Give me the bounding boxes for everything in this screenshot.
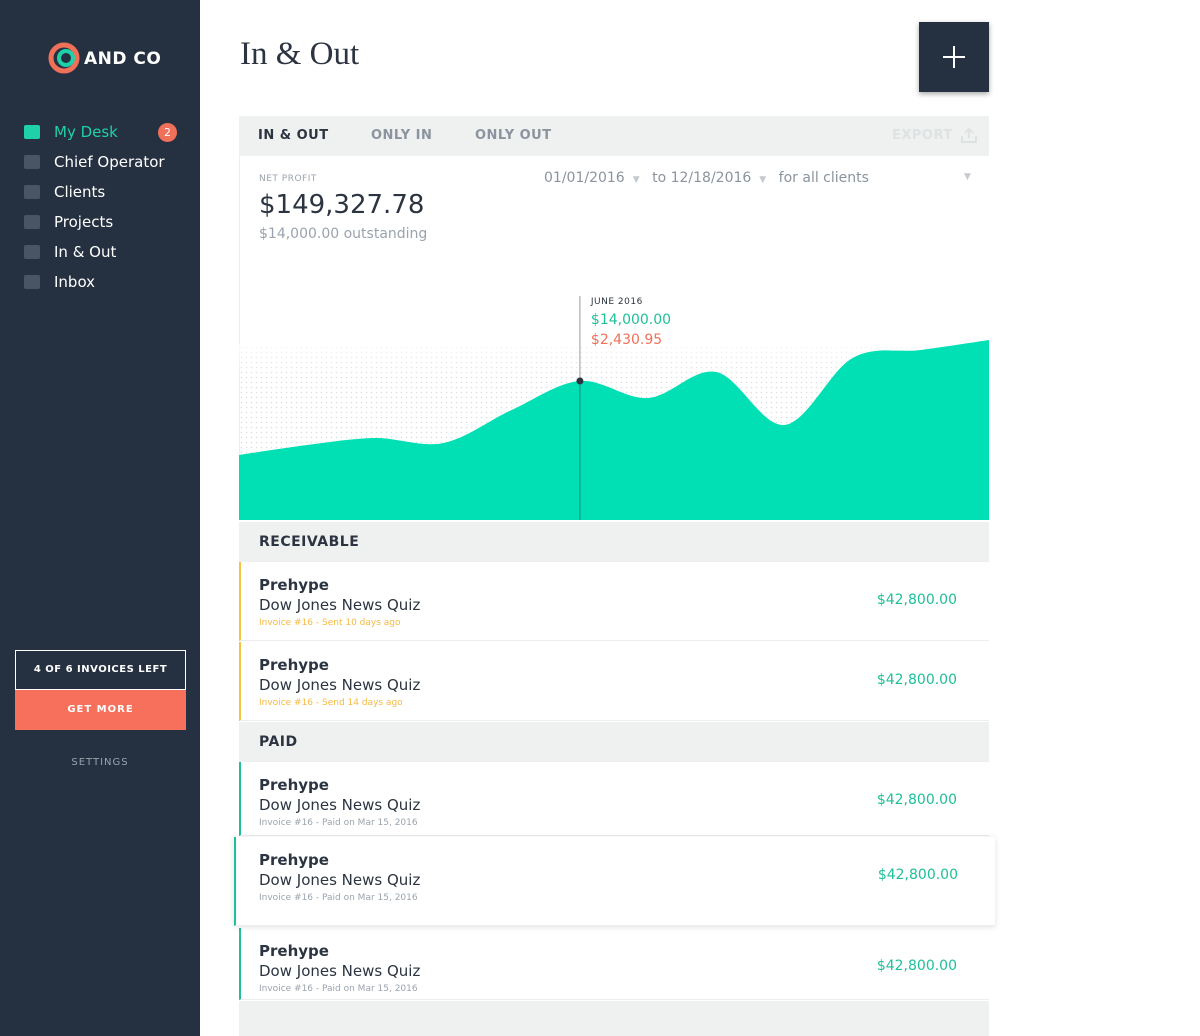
nav-item[interactable]: Chief Operator — [24, 150, 184, 174]
sidebar: AND CO My Desk 2 Chief Operator Clients Proj… — [0, 0, 200, 1036]
nav-item[interactable]: In & Out — [24, 240, 184, 264]
tab[interactable]: ONLY OUT — [475, 128, 552, 143]
export-button[interactable]: EXPORT — [892, 128, 953, 143]
invoice-meta: Invoice #16 - Paid on Mar 15, 2016 — [259, 893, 418, 903]
list-footer — [239, 1001, 989, 1036]
invoice-amount: $42,800.00 — [876, 672, 957, 688]
section-title: PAID — [259, 734, 298, 750]
client-name: Prehype — [259, 576, 329, 594]
tooltip-date: JUNE 2016 — [590, 297, 643, 307]
client-name: Prehype — [259, 942, 329, 960]
to-label: to — [652, 170, 667, 186]
invoice-amount: $42,800.00 — [876, 792, 957, 808]
invoice-row[interactable]: Prehype Dow Jones News Quiz Invoice #16 - … — [239, 562, 989, 641]
invoice-row[interactable]: Prehype Dow Jones News Quiz Invoice #16 - … — [239, 762, 989, 836]
export-icon — [961, 127, 977, 143]
nav-icon — [24, 245, 40, 259]
project-name: Dow Jones News Quiz — [259, 796, 421, 814]
tooltip-in: $14,000.00 — [591, 312, 671, 328]
client-name: Prehype — [259, 776, 329, 794]
section-header: RECEIVABLE — [239, 522, 989, 562]
summary-panel: NET PROFIT $149,327.78 $14,000.00 outsta… — [239, 156, 989, 520]
nav-item[interactable]: Clients — [24, 180, 184, 204]
nav-icon — [24, 185, 40, 199]
logo-mark — [48, 42, 80, 74]
invoice-amount: $42,800.00 — [877, 867, 958, 883]
nav-icon — [24, 125, 40, 139]
nav-icon — [24, 275, 40, 289]
nav-icon — [24, 215, 40, 229]
nav-label: My Desk — [54, 123, 118, 141]
client-name: Prehype — [259, 656, 329, 674]
invoice-meta: Invoice #16 - Sent 10 days ago — [259, 618, 401, 628]
client-dropdown[interactable]: ▼ — [964, 172, 971, 182]
section-title: RECEIVABLE — [259, 534, 360, 550]
nav-label: Inbox — [54, 273, 96, 291]
invoice-meta: Invoice #16 - Paid on Mar 15, 2016 — [259, 984, 418, 994]
for-label: for — [778, 170, 798, 186]
invoice-row[interactable]: Prehype Dow Jones News Quiz Invoice #16 - … — [239, 642, 989, 721]
area-chart: JUNE 2016 $14,000.00 $2,430.95 — [239, 296, 989, 520]
area — [239, 340, 989, 520]
nav-label: In & Out — [54, 243, 117, 261]
get-more-button[interactable]: GET MORE — [15, 690, 186, 730]
settings-link[interactable]: SETTINGS — [71, 757, 129, 768]
nav-label: Projects — [54, 213, 114, 231]
invoice-meta: Invoice #16 - Send 14 days ago — [259, 698, 403, 708]
nav-item[interactable]: Projects — [24, 210, 184, 234]
nav-label: Chief Operator — [54, 153, 165, 171]
tab[interactable]: IN & OUT — [258, 128, 329, 143]
invoice-amount: $42,800.00 — [876, 592, 957, 608]
nav-item[interactable]: My Desk 2 — [24, 120, 184, 144]
nav-label: Clients — [54, 183, 106, 201]
nav-badge: 2 — [158, 123, 177, 142]
date-filter: 01/01/2016 ▼ to 12/18/2016 ▼ for all clien… — [544, 170, 869, 186]
client-filter[interactable]: all clients — [802, 170, 869, 186]
plus-icon — [943, 46, 965, 68]
invoice-amount: $42,800.00 — [876, 958, 957, 974]
from-date[interactable]: 01/01/2016 — [544, 170, 625, 186]
project-name: Dow Jones News Quiz — [259, 596, 421, 614]
tab[interactable]: ONLY IN — [371, 128, 433, 143]
net-profit-amount: $149,327.78 — [259, 190, 425, 220]
section-header: PAID — [239, 722, 989, 762]
outstanding: $14,000.00 outstanding — [259, 226, 428, 242]
tooltip-out: $2,430.95 — [591, 332, 662, 348]
invoices-left: 4 OF 6 INVOICES LEFT — [15, 650, 186, 690]
invoice-meta: Invoice #16 - Paid on Mar 15, 2016 — [259, 818, 418, 828]
project-name: Dow Jones News Quiz — [259, 962, 421, 980]
client-name: Prehype — [259, 851, 329, 869]
net-profit-label: NET PROFIT — [259, 174, 317, 184]
project-name: Dow Jones News Quiz — [259, 871, 421, 889]
to-date[interactable]: 12/18/2016 — [670, 170, 752, 186]
invoice-row[interactable]: Prehype Dow Jones News Quiz Invoice #16 - … — [234, 837, 995, 926]
nav-item[interactable]: Inbox — [24, 270, 184, 294]
tab-bar: IN & OUT ONLY IN ONLY OUT EXPORT — [239, 116, 989, 156]
logo-text: AND CO — [84, 49, 162, 69]
tooltip-dot — [576, 377, 584, 385]
page-title: In & Out — [240, 36, 360, 72]
add-button[interactable] — [919, 22, 989, 92]
invoice-row[interactable]: Prehype Dow Jones News Quiz Invoice #16 - … — [239, 928, 989, 1000]
project-name: Dow Jones News Quiz — [259, 676, 421, 694]
nav-icon — [24, 155, 40, 169]
